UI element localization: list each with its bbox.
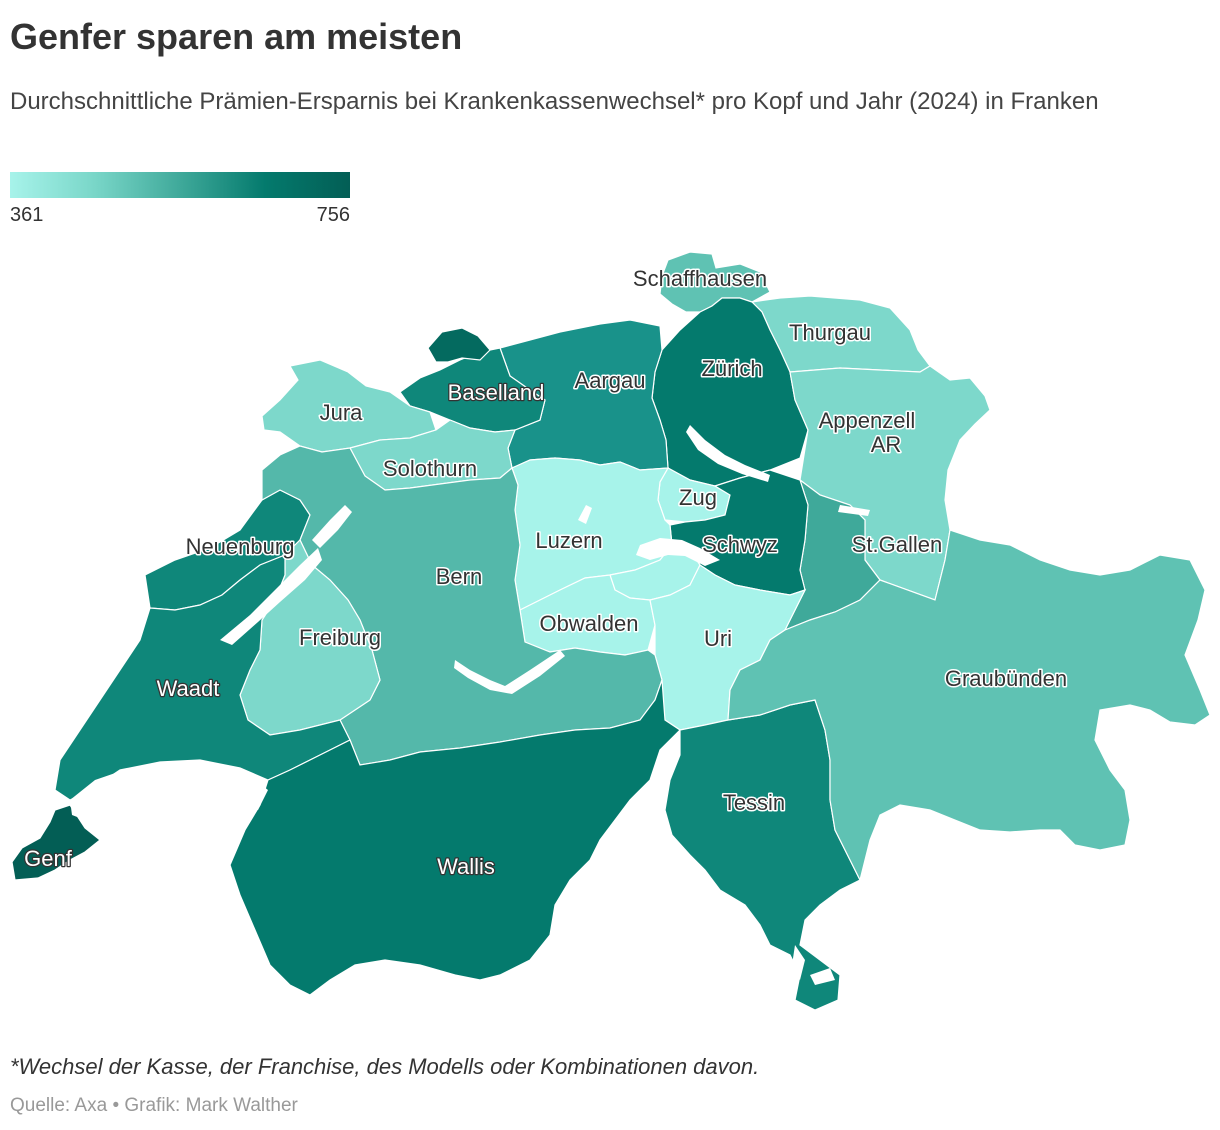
label-schaffhausen: Schaffhausen bbox=[633, 266, 767, 291]
label-genf: Genf bbox=[24, 846, 73, 871]
label-freiburg: Freiburg bbox=[299, 625, 381, 650]
label-schwyz: Schwyz bbox=[702, 532, 778, 557]
label-thurgau: Thurgau bbox=[789, 320, 871, 345]
canton-genf[interactable] bbox=[11, 804, 101, 881]
label-jura: Jura bbox=[320, 400, 364, 425]
lake-biel bbox=[312, 505, 352, 548]
label-baselland: Baselland bbox=[448, 380, 545, 405]
label-neuenburg: Neuenburg bbox=[186, 534, 295, 559]
lake-walen bbox=[838, 505, 870, 516]
label-wallis: Wallis bbox=[437, 854, 495, 879]
label-zug: Zug bbox=[679, 485, 717, 510]
label-appenzell-ar-line2: AR bbox=[871, 432, 902, 457]
footnote: *Wechsel der Kasse, der Franchise, des M… bbox=[10, 1054, 760, 1079]
label-st-gallen: St.Gallen bbox=[852, 532, 943, 557]
label-appenzell-ar-line1: Appenzell bbox=[819, 408, 916, 433]
label-uri: Uri bbox=[704, 626, 732, 651]
label-graubuenden: Graubünden bbox=[945, 666, 1067, 691]
legend-min-label: 361 bbox=[10, 204, 44, 226]
label-obwalden: Obwalden bbox=[539, 611, 638, 636]
lake-thun-brienz bbox=[454, 650, 565, 694]
source-credit: Quelle: Axa • Grafik: Mark Walther bbox=[10, 1095, 298, 1116]
label-aargau: Aargau bbox=[575, 368, 646, 393]
lake-sempach bbox=[578, 505, 592, 524]
lake-maggiore bbox=[792, 945, 805, 980]
legend-max-label: 756 bbox=[316, 204, 350, 226]
canton-waadt[interactable] bbox=[54, 554, 351, 801]
color-legend-bar bbox=[10, 172, 350, 198]
label-solothurn: Solothurn bbox=[383, 456, 477, 481]
lake-geneva bbox=[70, 762, 268, 820]
lakes bbox=[70, 425, 870, 985]
lake-lucerne bbox=[636, 538, 720, 566]
label-luzern: Luzern bbox=[535, 528, 602, 553]
lake-neuchatel bbox=[220, 548, 322, 645]
canton-basel-stadt[interactable] bbox=[427, 327, 491, 363]
label-zuerich: Zürich bbox=[701, 356, 762, 381]
canton-graubuenden[interactable] bbox=[727, 529, 1211, 882]
lake-lugano bbox=[810, 968, 835, 985]
label-bern: Bern bbox=[436, 564, 482, 589]
chart-subtitle: Durchschnittliche Prämien-Ersparnis bei … bbox=[10, 88, 1099, 115]
lake-zurich bbox=[686, 425, 770, 482]
label-tessin: Tessin bbox=[723, 790, 785, 815]
canton-wallis[interactable] bbox=[229, 679, 681, 996]
canton-baselland[interactable] bbox=[399, 347, 546, 433]
label-appenzell-ar: Appenzell AR bbox=[819, 408, 922, 457]
chart-title: Genfer sparen am meisten bbox=[10, 16, 463, 57]
label-waadt: Waadt bbox=[157, 676, 220, 701]
switzerland-map: Schaffhausen Thurgau Zürich Aargau Basel… bbox=[11, 251, 1211, 1011]
